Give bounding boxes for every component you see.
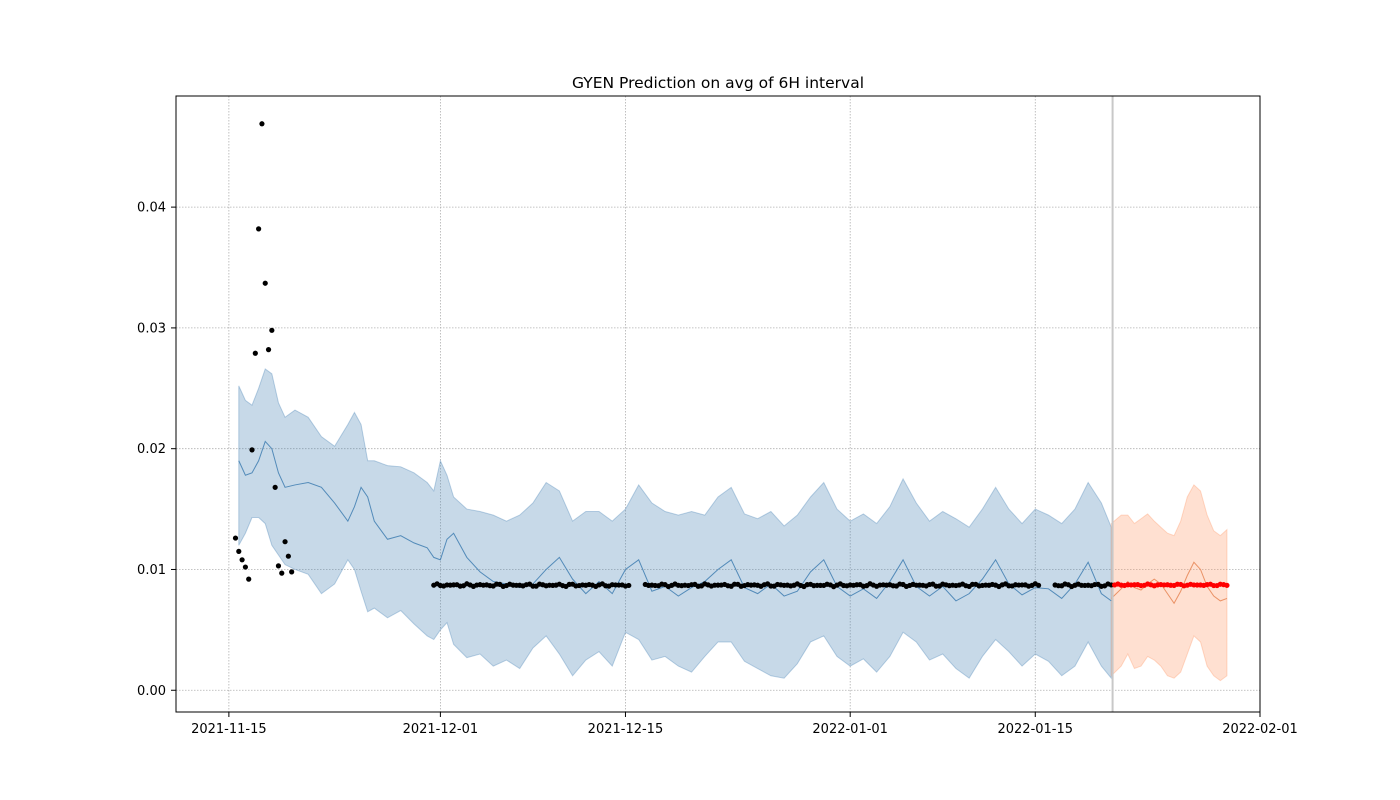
- observed-point: [262, 280, 268, 286]
- y-tick-label: 0.01: [137, 563, 166, 578]
- observed-point: [259, 121, 265, 127]
- observed-point: [256, 226, 262, 232]
- observed-point: [239, 557, 245, 563]
- x-tick-label: 2022-02-01: [1222, 722, 1298, 737]
- observed-point: [269, 327, 275, 333]
- y-tick-label: 0.04: [137, 201, 166, 216]
- observed-point: [626, 582, 632, 589]
- observed-point: [236, 548, 242, 554]
- history-uncertainty-band: [238, 368, 1112, 680]
- x-tick-label: 2022-01-01: [812, 722, 888, 737]
- observed-point: [252, 350, 258, 356]
- x-tick-label: 2021-12-01: [403, 722, 479, 737]
- chart-title: GYEN Prediction on avg of 6H interval: [572, 74, 864, 92]
- observed-point: [232, 535, 239, 541]
- observed-point: [289, 569, 295, 575]
- point-layer: [232, 121, 1230, 590]
- y-tick-label: 0.02: [137, 442, 166, 457]
- observed-point: [272, 484, 278, 490]
- observed-point: [242, 564, 248, 570]
- x-tick-label: 2021-12-15: [588, 722, 664, 737]
- observed-point: [279, 570, 285, 576]
- observed-point: [265, 347, 272, 353]
- x-tick-label: 2022-01-15: [997, 722, 1073, 737]
- observed-point: [246, 576, 252, 582]
- observed-point: [249, 447, 255, 453]
- observed-point: [275, 563, 282, 569]
- tick-layer: 2021-11-15 2021-12-01 2021-12-15 2022-01-01…: [137, 201, 1298, 737]
- observed-point: [1035, 582, 1042, 588]
- x-tick-label: 2021-11-15: [191, 722, 267, 737]
- history-fit-line: [238, 440, 1112, 602]
- observed-point: [282, 539, 288, 545]
- y-tick-label: 0.00: [137, 684, 166, 699]
- y-tick-label: 0.03: [137, 321, 166, 336]
- grid-layer: [176, 96, 1261, 712]
- axes-layer: [175, 95, 1261, 713]
- plot-frame: [175, 95, 1261, 713]
- observed-point: [285, 553, 291, 559]
- forecast-point: [1224, 582, 1230, 588]
